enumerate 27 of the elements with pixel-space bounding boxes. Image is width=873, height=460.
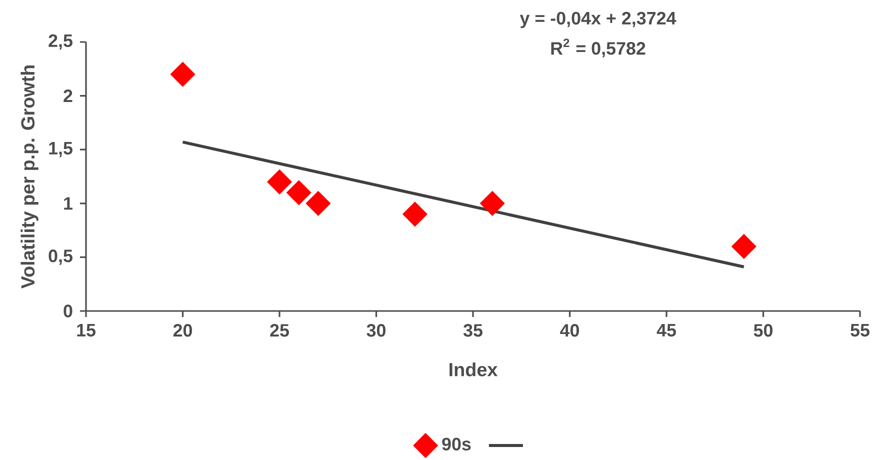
x-tick-label: 45: [656, 324, 676, 337]
point: [732, 234, 756, 259]
x-tick-label: 40: [560, 324, 579, 337]
y-tick-label: 1: [64, 197, 72, 210]
x-tick-label: 35: [463, 324, 482, 337]
point: [286, 180, 312, 206]
y-tick-label: 0,5: [48, 250, 72, 265]
x-tick-label: 25: [270, 324, 289, 337]
point: [170, 62, 196, 87]
y-tick-label: 0: [64, 304, 72, 318]
y-tick-label: 2: [64, 90, 72, 102]
x-tick-label: 20: [173, 324, 192, 337]
x-tick-label: 30: [366, 324, 386, 337]
y-tick-label: 1,5: [49, 142, 72, 158]
point: [267, 169, 292, 194]
x-axis-title: Index: [450, 362, 498, 376]
point: [306, 191, 331, 216]
y-tick-label: 2,5: [48, 34, 72, 50]
x-tick-label: 50: [754, 324, 772, 337]
point: [480, 191, 505, 216]
legend-label: 90s: [442, 438, 471, 450]
x-tick-label: 55: [850, 324, 870, 337]
point: [402, 202, 428, 227]
text: y = -0,04x + 2,3724: [520, 12, 676, 28]
y-axis-title: Volatility per p.p. Growth: [20, 65, 38, 289]
x-tick-label: 15: [77, 324, 96, 337]
annotation: R$^{2}$ = 0,5782: [551, 38, 646, 58]
